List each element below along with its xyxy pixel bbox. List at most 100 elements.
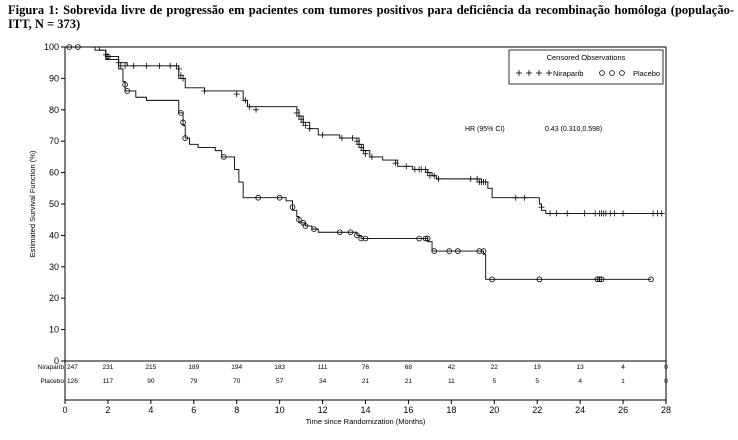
niraparib-censor-mark <box>581 210 588 217</box>
placebo-censor-mark <box>431 248 437 254</box>
niraparib-censor-mark <box>319 131 326 138</box>
at-risk-count: 189 <box>188 364 199 371</box>
placebo-censor-mark <box>75 44 81 50</box>
censor-markers <box>66 44 665 283</box>
placebo-censor-mark <box>648 276 654 283</box>
y-tick-label: 0 <box>54 356 59 366</box>
niraparib-censor-mark <box>173 62 180 69</box>
x-tick-label: 18 <box>446 405 456 415</box>
at-risk-count: 13 <box>577 364 585 371</box>
x-tick-label: 14 <box>360 405 370 415</box>
placebo-censor-mark <box>476 248 483 254</box>
niraparib-censor-mark <box>338 135 345 142</box>
at-risk-count: 4 <box>578 378 582 385</box>
legend-label-niraparib: Niraparib <box>553 69 583 78</box>
niraparib-censor-mark <box>435 175 442 182</box>
placebo-censor-mark <box>422 235 429 242</box>
niraparib-censor-mark <box>130 62 137 69</box>
at-risk-count: 19 <box>534 364 542 371</box>
at-risk-count: 247 <box>67 364 78 371</box>
legend-marker-placebo <box>609 70 615 76</box>
niraparib-censor-mark <box>358 144 365 151</box>
placebo-censor-mark <box>358 235 365 242</box>
y-tick-label: 100 <box>44 42 59 52</box>
at-risk-count: 22 <box>491 364 499 371</box>
y-tick-label: 30 <box>49 262 59 272</box>
x-tick-label: 28 <box>661 405 671 415</box>
niraparib-censor-mark <box>242 97 249 104</box>
legend-marker-niraparib <box>546 70 552 76</box>
at-risk-count: 90 <box>147 378 155 385</box>
niraparib-censor-mark <box>293 109 300 116</box>
y-tick-label: 20 <box>49 293 59 303</box>
at-risk-count: 11 <box>448 378 455 385</box>
at-risk-count: 231 <box>102 364 113 371</box>
y-tick-label: 50 <box>49 199 59 209</box>
hr-label: HR (95% CI) <box>465 126 505 133</box>
placebo-censor-mark <box>276 194 283 201</box>
legend-label-placebo: Placebo <box>633 69 660 78</box>
at-risk-count: 4 <box>621 364 625 371</box>
placebo-censor-mark <box>362 235 369 242</box>
x-tick-label: 26 <box>618 405 628 415</box>
placebo-censor-mark <box>416 235 422 242</box>
placebo-curve <box>65 46 651 280</box>
niraparib-censor-mark <box>538 204 545 211</box>
legend: Censored Observations Niraparib Placebo <box>508 49 664 85</box>
y-tick-label: 40 <box>49 230 59 240</box>
at-risk-count: 34 <box>319 378 327 385</box>
placebo-censor-mark <box>446 248 453 254</box>
niraparib-censor-mark <box>156 62 163 69</box>
placebo-censor-mark <box>178 110 184 116</box>
niraparib-censor-mark <box>547 210 554 217</box>
placebo-censor-mark <box>124 88 131 94</box>
placebo-censor-mark <box>255 194 261 201</box>
at-risk-count: 5 <box>535 378 539 385</box>
x-tick-label: 6 <box>191 405 196 415</box>
y-axis-label: Estimated Survival Function (%) <box>28 150 37 257</box>
x-tick-label: 10 <box>275 405 285 415</box>
placebo-censor-mark <box>424 235 431 242</box>
y-tick-label: 10 <box>49 325 59 335</box>
at-risk-count: 42 <box>448 364 456 371</box>
placebo-censor-mark <box>596 276 603 283</box>
at-risk-count: 5 <box>492 378 496 385</box>
niraparib-censor-mark <box>175 65 182 72</box>
niraparib-censor-mark <box>482 179 489 186</box>
niraparib-censor-mark <box>356 141 363 148</box>
at-risk-label-niraparib: Niraparib <box>38 364 65 371</box>
niraparib-censor-mark <box>467 175 474 182</box>
at-risk-count: 57 <box>276 378 284 385</box>
at-risk-count: 183 <box>274 364 285 371</box>
placebo-censor-mark <box>489 276 495 283</box>
niraparib-censor-mark <box>349 135 356 142</box>
placebo-censor-mark <box>536 276 543 283</box>
niraparib-censor-mark <box>115 59 122 66</box>
niraparib-censor-mark <box>300 119 307 126</box>
at-risk-count: 194 <box>231 364 242 371</box>
niraparib-censor-mark <box>368 153 375 160</box>
y-tick-label: 60 <box>49 168 59 178</box>
placebo-censor-mark <box>454 248 461 254</box>
at-risk-count: 0 <box>664 364 668 371</box>
placebo-censor-mark <box>598 276 605 283</box>
x-tick-label: 22 <box>532 405 542 415</box>
at-risk-table: Niraparib 247 231 215 189 194 183 111 76 68 42 22 19… <box>38 364 669 385</box>
at-risk-count: 117 <box>103 378 114 385</box>
at-risk-count: 76 <box>362 364 370 371</box>
niraparib-censor-mark <box>512 194 519 201</box>
hr-value: 0.43 (0.310,0.598) <box>545 126 602 133</box>
x-tick-label: 24 <box>575 405 585 415</box>
placebo-censor-mark <box>221 154 227 160</box>
legend-marker-placebo <box>619 70 625 76</box>
placebo-censor-mark <box>122 81 128 88</box>
legend-marker-niraparib <box>536 70 542 76</box>
placebo-censor-mark <box>311 226 317 232</box>
legend-marker-placebo <box>599 70 605 76</box>
x-tick-label: 8 <box>234 405 239 415</box>
niraparib-censor-mark <box>295 113 302 120</box>
placebo-censor-mark <box>289 204 296 210</box>
y-tick-label: 80 <box>49 105 59 115</box>
